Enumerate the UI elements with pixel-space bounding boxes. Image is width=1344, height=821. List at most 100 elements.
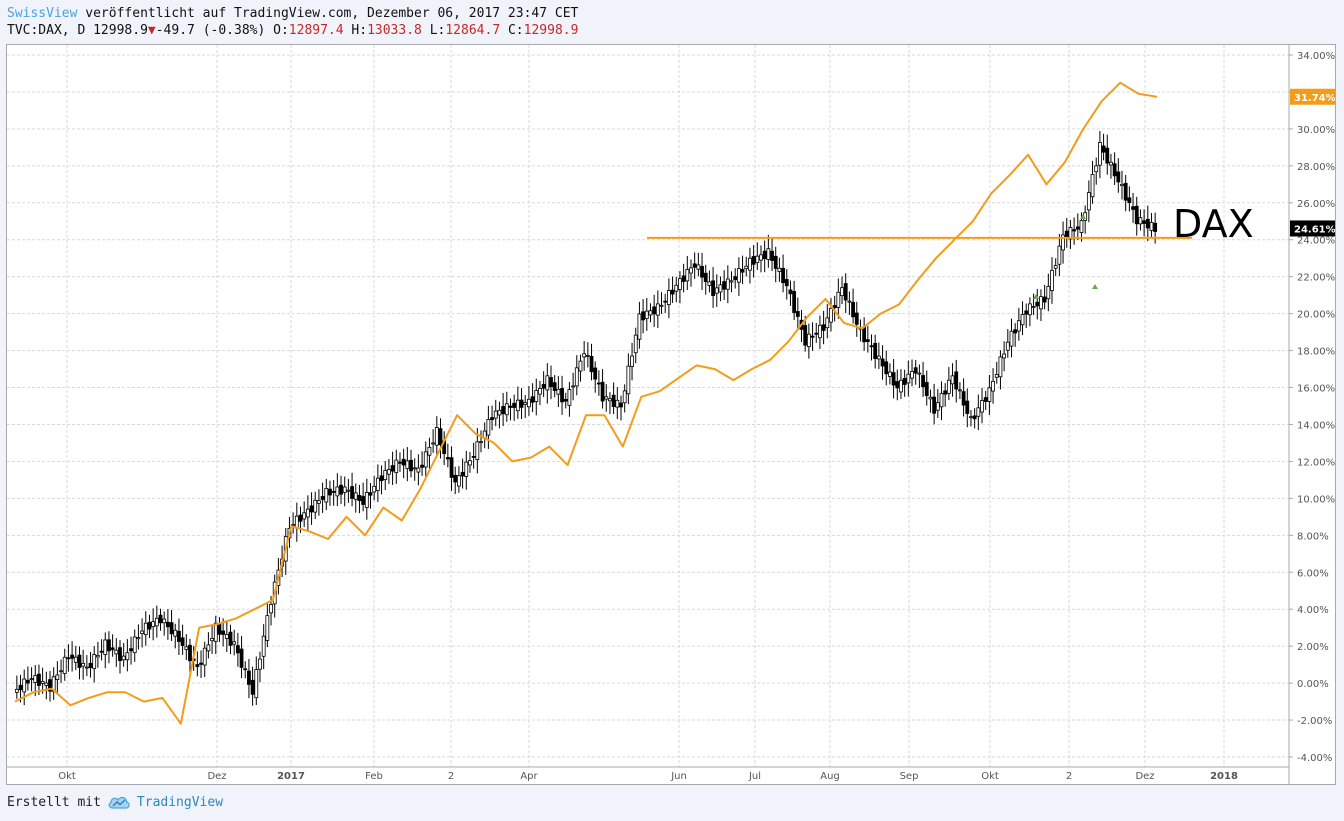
candle-body (972, 415, 977, 420)
x-tick-label: Apr (520, 771, 538, 782)
down-arrow-icon: ▼ (147, 23, 156, 38)
event-marker-icon (1092, 284, 1098, 289)
candle-body (670, 289, 675, 295)
candle-body (479, 441, 483, 444)
candle-body (213, 622, 218, 642)
candle-body (151, 621, 156, 628)
candle-body (991, 380, 995, 392)
chart-header: SwissView veröffentlicht auf TradingView… (7, 5, 578, 39)
candle-body (946, 379, 951, 394)
candle-body (806, 333, 811, 348)
y-tick-label: 22.00% (1297, 273, 1335, 284)
candle-body (173, 629, 178, 637)
candle-body (269, 604, 273, 614)
candle-body (401, 458, 406, 466)
candle-body (1002, 353, 1007, 359)
candle-body (77, 654, 82, 668)
candle-body (59, 670, 63, 673)
candle-body (641, 311, 645, 321)
y-tick-label: 26.00% (1297, 199, 1335, 210)
candle-body (644, 310, 649, 320)
x-tick-label: Sep (900, 771, 919, 782)
y-tick-label: 24.00% (1297, 236, 1335, 247)
candle-body (891, 372, 896, 386)
y-tick-label: 30.00% (1297, 125, 1335, 136)
candle-body (313, 499, 318, 513)
candle-body (302, 512, 307, 520)
candle-body (1075, 226, 1080, 230)
candle-body (884, 361, 889, 375)
candle-body (132, 636, 137, 654)
candle-body (740, 268, 745, 273)
candle-body (681, 275, 686, 282)
candle-body (247, 670, 251, 685)
price-axis-labels[interactable]: 34.00%32.00%30.00%28.00%26.00%24.00%22.0… (1289, 51, 1335, 764)
candle-body (748, 257, 752, 271)
candle-body (976, 407, 981, 417)
candle-body (375, 477, 380, 491)
candle-body (1013, 329, 1018, 334)
candle-body (954, 371, 959, 390)
candle-body (88, 662, 93, 668)
x-tick-label: Dez (1135, 771, 1154, 782)
candle-body (534, 390, 539, 402)
candle-body (107, 639, 111, 652)
candle-body (1098, 142, 1102, 166)
candle-body (1050, 269, 1054, 291)
candle-body (836, 291, 841, 308)
candle-body (317, 500, 321, 504)
candle-body (729, 280, 734, 283)
candle-body (596, 382, 601, 385)
candle-body (1028, 303, 1032, 316)
candle-body (346, 489, 351, 492)
candle-body (364, 492, 369, 508)
candle-body (206, 644, 211, 652)
candle-body (582, 353, 587, 358)
candle-body (633, 334, 638, 354)
candle-body (718, 284, 723, 293)
candle-body (1105, 147, 1110, 164)
symbol-label: TVC:DAX, D (7, 23, 86, 38)
candle-body (84, 666, 89, 669)
candle-body (619, 402, 623, 408)
candle-body (350, 486, 354, 499)
chart-frame[interactable]: 34.00%32.00%30.00%28.00%26.00%24.00%22.0… (6, 44, 1336, 785)
candle-body (1046, 286, 1051, 300)
candle-body (689, 267, 693, 274)
high-label: H: (351, 23, 368, 38)
candle-body (468, 460, 472, 466)
candle-body (1123, 182, 1128, 201)
candle-body (224, 633, 229, 639)
y-tick-label: 12.00% (1297, 457, 1335, 468)
candle-body (475, 441, 480, 460)
tradingview-link[interactable]: TradingView (136, 794, 224, 810)
candle-body (129, 648, 133, 652)
candle-body (541, 384, 546, 389)
x-tick-label: 2 (1066, 771, 1072, 782)
y-tick-label: 16.00% (1297, 384, 1335, 395)
x-tick-label: Feb (365, 771, 383, 782)
candle-body (578, 360, 583, 372)
dax-value-label-bg (1290, 220, 1336, 237)
candle-body (818, 324, 822, 339)
candle-body (143, 622, 148, 636)
candle-body (1090, 174, 1095, 198)
time-axis-labels[interactable]: Okt Dez 2017 Feb 2 Apr Jun Jul Aug Sep Okt 2 Dez 2018 (58, 771, 1238, 782)
candle-body (1138, 217, 1143, 225)
candle-body (298, 514, 303, 522)
candle-body (961, 391, 966, 406)
publisher-link[interactable]: SwissView (7, 6, 78, 21)
candle-body (825, 317, 830, 329)
compare-line-group (14, 81, 1158, 725)
chart-canvas[interactable]: 34.00%32.00%30.00%28.00%26.00%24.00%22.0… (7, 45, 1336, 784)
candle-body (125, 652, 130, 661)
candle-body (685, 269, 690, 282)
candle-body (736, 268, 741, 283)
candle-body (379, 475, 384, 482)
candle-body (37, 673, 41, 686)
candle-body (453, 474, 458, 483)
x-tick-label: 2017 (277, 771, 305, 782)
candle-body (847, 300, 852, 303)
candle-body (158, 614, 163, 624)
candle-body (1057, 245, 1062, 265)
